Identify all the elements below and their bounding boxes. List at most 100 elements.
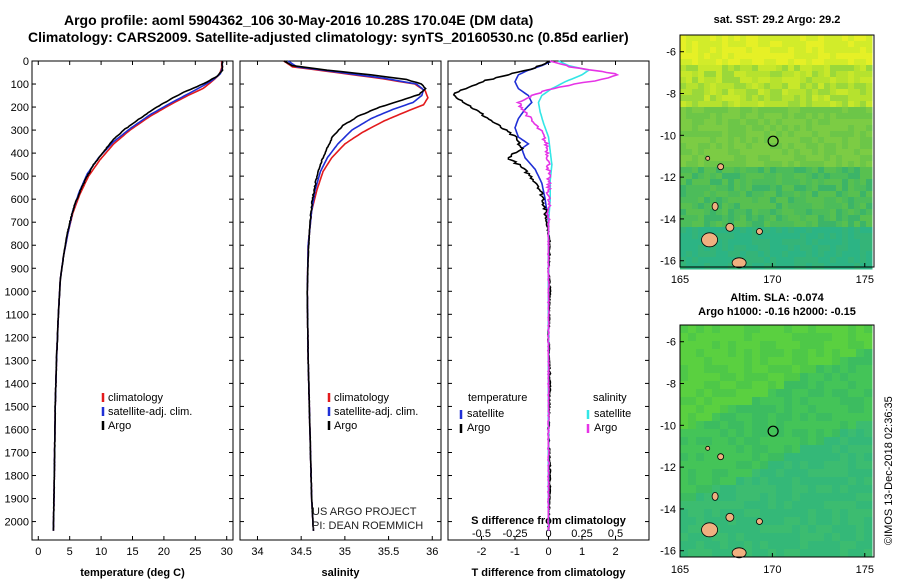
sst-map-cell xyxy=(746,215,753,222)
sla-map-cell xyxy=(720,453,729,462)
sst-map-cell xyxy=(806,131,813,138)
sst-map-cell xyxy=(866,197,873,204)
sla-map-cell xyxy=(768,381,777,390)
sst-map-cell xyxy=(698,47,705,54)
sla-map-cell xyxy=(840,493,849,502)
sst-map-frame xyxy=(679,34,875,268)
sla-map-cell xyxy=(768,469,777,478)
sla-map-cell xyxy=(776,501,785,510)
sst-map-cell xyxy=(830,167,837,174)
sla-map-cell xyxy=(840,405,849,414)
sst-map-cell xyxy=(698,113,705,120)
sla-map-cell xyxy=(864,485,873,494)
sst-map-cell xyxy=(782,197,789,204)
sla-map-cell xyxy=(688,397,697,406)
x-tick-label: 36 xyxy=(426,546,438,558)
sla-map-cell xyxy=(856,509,865,518)
sst-map-cell xyxy=(752,167,759,174)
sla-map-cell xyxy=(864,357,873,366)
sst-map-cell xyxy=(800,137,807,144)
sla-map-cell xyxy=(768,389,777,398)
sst-map-cell xyxy=(854,263,861,270)
sst-map-cell xyxy=(722,173,729,180)
sst-map-cell xyxy=(752,191,759,198)
x-tick-label: 30 xyxy=(221,546,233,558)
sst-map-cell xyxy=(770,149,777,156)
sla-map-cell xyxy=(688,533,697,542)
sla-map-cell xyxy=(744,389,753,398)
sst-map-cell xyxy=(692,77,699,84)
sst-map-cell xyxy=(812,257,819,264)
sla-map-cell xyxy=(744,365,753,374)
sst-map-cell xyxy=(860,71,867,78)
sst-map-cell xyxy=(746,155,753,162)
sst-map-cell xyxy=(770,47,777,54)
sst-map-cell xyxy=(716,35,723,42)
sst-map-cell xyxy=(848,65,855,72)
sst-map-cell xyxy=(848,221,855,228)
sla-map-cell xyxy=(784,437,793,446)
sla-map-cell xyxy=(680,549,689,558)
sla-map-cell xyxy=(800,525,809,534)
sla-map-cell xyxy=(848,405,857,414)
sst-map-cell xyxy=(782,53,789,60)
sla-map-cell xyxy=(768,333,777,342)
sst-map-cell xyxy=(764,143,771,150)
sst-map-cell xyxy=(752,71,759,78)
sla-map-cell xyxy=(760,389,769,398)
sst-map-cell xyxy=(836,233,843,240)
sla-map-cell xyxy=(848,325,857,334)
map-x-tick-label: 165 xyxy=(671,564,689,576)
sst-map-cell xyxy=(782,191,789,198)
sst-map-cell xyxy=(860,167,867,174)
sla-map-cell xyxy=(776,549,785,558)
sst-map-cell xyxy=(734,149,741,156)
sst-map-cell xyxy=(848,227,855,234)
sst-map-cell xyxy=(710,95,717,102)
sst-map-cell xyxy=(806,209,813,216)
sst-map-cell xyxy=(686,251,693,258)
sst-map-cell xyxy=(866,263,873,270)
sst-map-cell xyxy=(782,131,789,138)
sst-map-cell xyxy=(746,95,753,102)
sla-map-cell xyxy=(848,477,857,486)
sst-map-cell xyxy=(842,179,849,186)
sla-map-cell xyxy=(688,509,697,518)
sla-map-cell xyxy=(800,541,809,550)
sst-map-cell xyxy=(734,251,741,258)
sla-map-cell xyxy=(744,445,753,454)
sla-map-cell xyxy=(864,493,873,502)
sla-map-cell xyxy=(808,517,817,526)
sst-map-cell xyxy=(848,83,855,90)
sla-map-cell xyxy=(848,541,857,550)
sla-map-cell xyxy=(744,325,753,334)
sla-map-cell xyxy=(736,493,745,502)
sst-map-cell xyxy=(812,155,819,162)
sst-map-cell xyxy=(692,125,699,132)
sla-map-cell xyxy=(680,365,689,374)
sst-map-cell xyxy=(860,101,867,108)
island-shape xyxy=(756,518,763,525)
sla-map-cell xyxy=(824,365,833,374)
sst-map-cell xyxy=(710,215,717,222)
sst-map-cell xyxy=(854,227,861,234)
sla-map-cell xyxy=(856,533,865,542)
sst-map-cell xyxy=(842,197,849,204)
map-y-tick-label: -10 xyxy=(660,130,676,142)
sst-map-cell xyxy=(830,245,837,252)
sst-map-cell xyxy=(740,155,747,162)
sst-map-cell xyxy=(704,125,711,132)
sla-map-cell xyxy=(792,381,801,390)
sla-map-cell xyxy=(728,501,737,510)
sst-map-cell xyxy=(812,197,819,204)
sla-map-cell xyxy=(808,485,817,494)
sla-map-cell xyxy=(800,373,809,382)
sst-map-cell xyxy=(794,71,801,78)
sst-map-cell xyxy=(710,155,717,162)
sla-map-cell xyxy=(728,437,737,446)
sst-map-cell xyxy=(716,119,723,126)
sla-map-cell xyxy=(688,493,697,502)
sst-map-cell xyxy=(776,77,783,84)
sst-map-cell xyxy=(710,137,717,144)
sla-map-cell xyxy=(800,509,809,518)
